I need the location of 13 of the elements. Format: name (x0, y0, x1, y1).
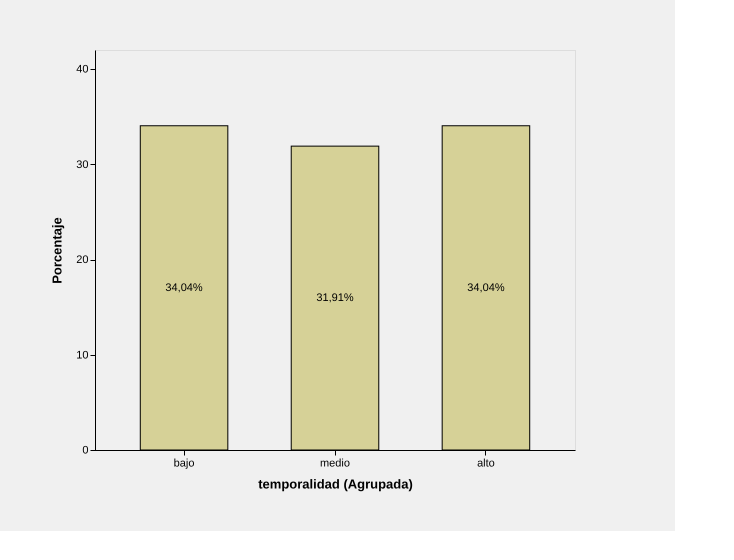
x-tick-label: alto (477, 458, 495, 470)
x-tick-label: medio (320, 458, 350, 470)
data-label: 34,04% (467, 282, 505, 294)
y-tick-label: 20 (76, 254, 88, 266)
y-tick-label: 40 (76, 64, 88, 76)
y-axis-title: Porcentaje (49, 217, 64, 284)
x-tick-label: bajo (174, 458, 194, 470)
y-tick-label: 10 (76, 349, 88, 362)
data-label: 34,04% (165, 282, 203, 294)
data-label: 31,91% (316, 292, 354, 304)
y-tick-label: 0 (82, 444, 88, 456)
x-axis-title: temporalidad (Agrupada) (258, 476, 413, 492)
y-tick-label: 30 (76, 158, 88, 171)
